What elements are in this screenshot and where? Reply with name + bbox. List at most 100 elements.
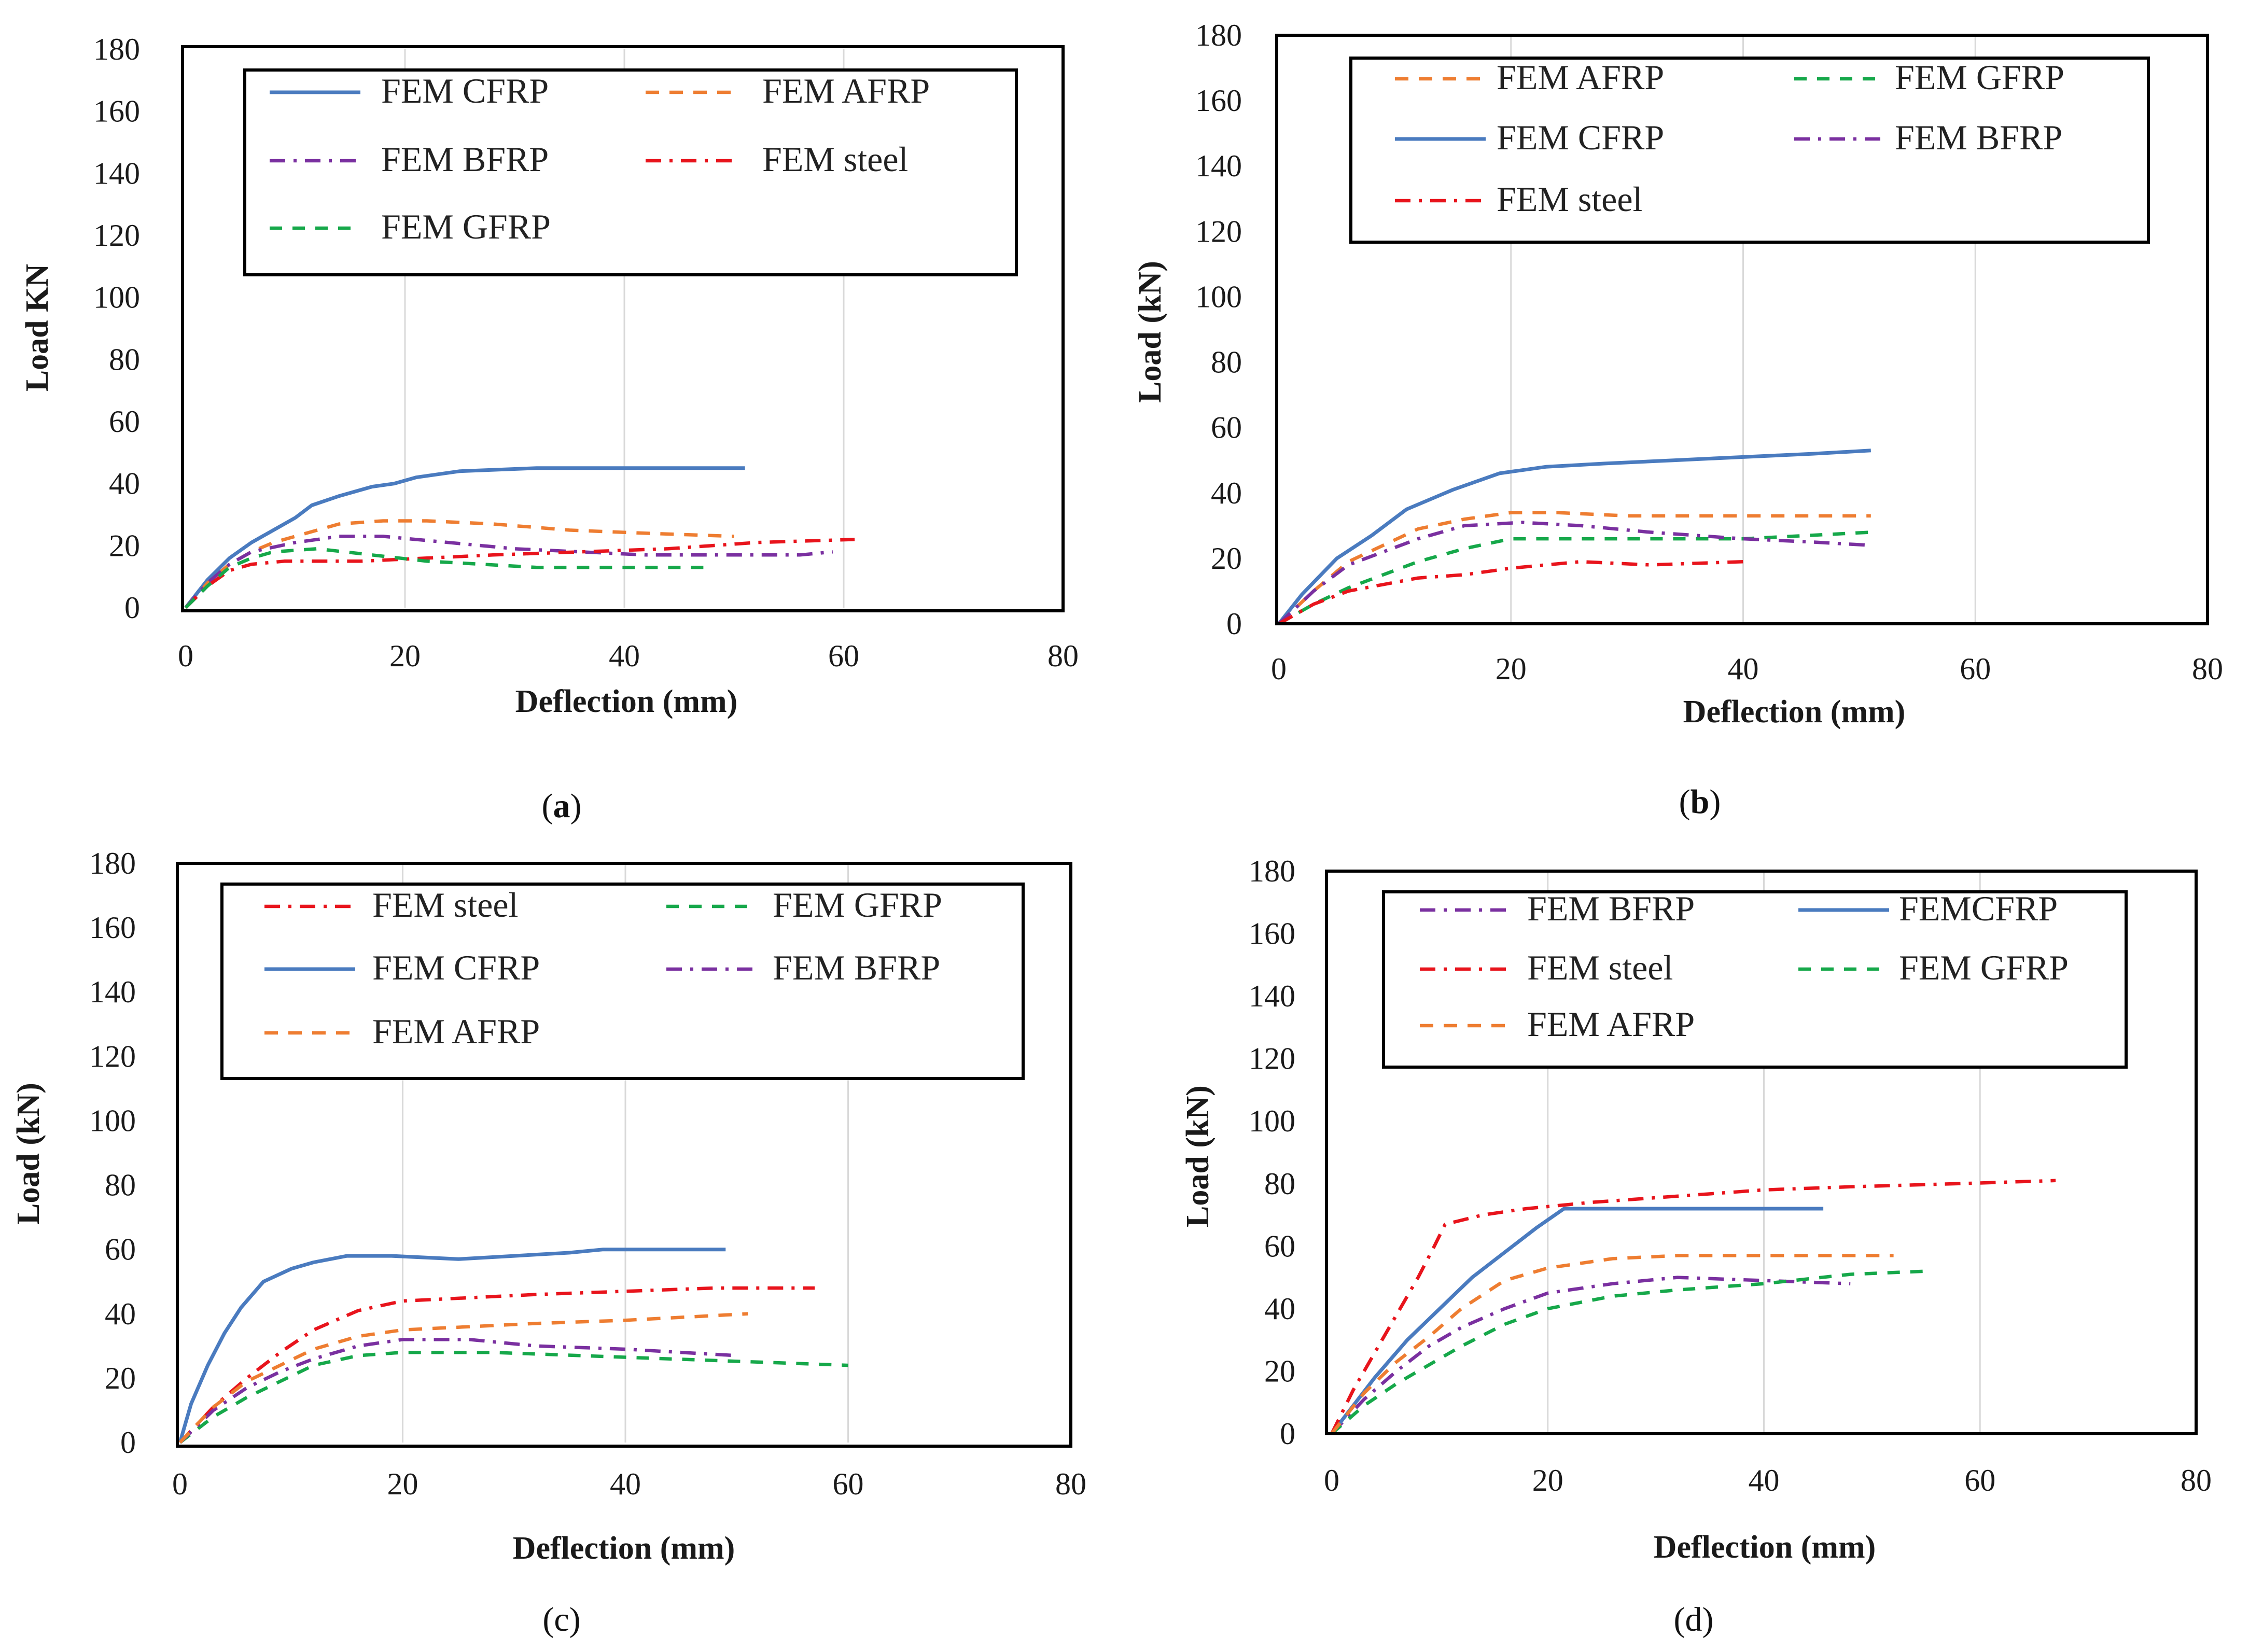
- series-line-cfrp: [184, 466, 745, 609]
- x-tick-label: 0: [178, 639, 193, 673]
- y-tick-label: 0: [1280, 1417, 1295, 1451]
- y-tick-label: 120: [93, 218, 140, 253]
- y-tick-label: 100: [89, 1103, 136, 1138]
- y-tick-label: 100: [1249, 1104, 1295, 1138]
- y-tick-label: 180: [89, 846, 136, 880]
- legend-label: FEM AFRP: [762, 71, 930, 110]
- series-lines: [178, 1248, 848, 1444]
- caption-open: (: [1674, 1601, 1685, 1639]
- x-tick-label: 60: [833, 1467, 864, 1501]
- series-line-bfrp: [1277, 521, 1871, 625]
- y-tick-label: 120: [1249, 1042, 1295, 1076]
- series-line-gfrp: [184, 547, 713, 609]
- series-lines: [1277, 449, 1871, 625]
- panel-a: 0 20 40 60 80 100 120 140 160 180 0 20 40 60 80 Deflect…: [20, 32, 1079, 825]
- x-tick-label: 80: [1055, 1467, 1086, 1501]
- caption-close: ): [569, 1601, 581, 1639]
- y-tick-label: 140: [1195, 149, 1242, 183]
- series-line-afrp: [1330, 1254, 1894, 1435]
- y-tick-label: 180: [1195, 18, 1242, 52]
- series-line-bfrp: [184, 535, 833, 609]
- legend-label: FEM GFRP: [1895, 58, 2064, 97]
- legend: FEM BFRP FEMCFRP FEM steel FEM GFRP FEM AFRP: [1382, 889, 2128, 1069]
- caption-letter: b: [1691, 783, 1710, 821]
- legend-label: FEMCFRP: [1899, 889, 2058, 928]
- y-tick-label: 80: [1211, 345, 1242, 380]
- legend-label: FEM steel: [1497, 179, 1642, 219]
- y-tick-label: 160: [1195, 83, 1242, 118]
- series-lines: [184, 466, 855, 609]
- plot-frame: [181, 45, 1065, 612]
- y-tick-label: 120: [1195, 214, 1242, 248]
- y-tick-label: 60: [1264, 1229, 1295, 1263]
- x-tick-label: 20: [389, 639, 421, 673]
- x-tick-label: 0: [1271, 652, 1287, 686]
- x-axis-title: Deflection (mm): [1654, 1530, 1876, 1565]
- y-tick-label: 160: [89, 911, 136, 945]
- y-tick-label: 20: [1264, 1354, 1295, 1388]
- y-axis-title: Load (kN): [1133, 261, 1168, 403]
- x-tick-label: 20: [1496, 652, 1527, 686]
- x-axis-title: Deflection (mm): [515, 684, 738, 719]
- caption-letter: a: [553, 787, 570, 825]
- series-line-cfrp: [1330, 1207, 1824, 1435]
- series-line-steel: [1330, 1179, 2056, 1435]
- legend-label: FEM GFRP: [381, 207, 551, 246]
- y-tick-label: 40: [1211, 476, 1242, 510]
- x-tick-label: 40: [610, 1467, 641, 1501]
- y-tick-label: 20: [105, 1361, 136, 1395]
- series-line-afrp: [184, 519, 734, 609]
- series-lines: [1330, 1179, 2056, 1435]
- series-line-bfrp: [178, 1338, 737, 1444]
- x-tick-label: 60: [1960, 652, 1991, 686]
- legend: FEM steel FEM GFRP FEM CFRP FEM BFRP FEM AFR…: [220, 883, 1025, 1080]
- legend-label: FEM CFRP: [381, 71, 549, 110]
- y-tick-label: 0: [120, 1425, 136, 1460]
- panel-caption: (b): [1679, 783, 1721, 821]
- panel-b: 0 20 40 60 80 100 120 140 160 180 0 20 40 60 80 Deflect…: [1133, 18, 2223, 821]
- y-tick-label: 0: [124, 591, 140, 625]
- y-tick-label: 100: [93, 281, 140, 315]
- series-line-steel: [184, 538, 855, 609]
- y-tick-label: 80: [109, 342, 140, 376]
- y-tick-label: 160: [1249, 917, 1295, 951]
- y-tick-label: 60: [109, 404, 140, 439]
- plot-frame: [1325, 870, 2198, 1435]
- caption-letter: c: [554, 1601, 569, 1639]
- x-tick-label: 60: [828, 639, 859, 673]
- x-tick-label: 60: [1964, 1463, 1995, 1497]
- y-tick-label: 40: [109, 467, 140, 501]
- y-tick-label: 40: [1264, 1292, 1295, 1326]
- series-line-gfrp: [179, 1350, 848, 1444]
- x-tick-label: 80: [2192, 652, 2223, 686]
- x-tick-label: 80: [2181, 1463, 2212, 1497]
- legend-label: FEM BFRP: [381, 139, 549, 179]
- x-axis-title: Deflection (mm): [513, 1531, 735, 1566]
- y-tick-label: 100: [1195, 279, 1242, 314]
- series-line-cfrp: [178, 1248, 726, 1443]
- x-tick-label: 40: [609, 639, 640, 673]
- y-tick-label: 80: [1264, 1167, 1295, 1201]
- y-tick-label: 140: [93, 156, 140, 190]
- series-line-cfrp: [1277, 449, 1871, 625]
- x-tick-label: 0: [1324, 1463, 1339, 1497]
- plot-frame: [176, 862, 1072, 1448]
- y-tick-label: 180: [1249, 854, 1295, 888]
- legend-label: FEM steel: [372, 885, 518, 925]
- y-tick-label: 140: [89, 975, 136, 1009]
- y-tick-label: 180: [93, 32, 140, 66]
- legend-label: FEM CFRP: [372, 948, 540, 987]
- series-line-afrp: [1277, 511, 1871, 625]
- legend-box: [1349, 57, 2150, 244]
- legend-label: FEM AFRP: [372, 1012, 540, 1051]
- series-line-afrp: [178, 1312, 748, 1444]
- y-axis-title: Load KN: [20, 264, 55, 391]
- legend: FEM CFRP FEM AFRP FEM BFRP FEM steel FEM GFR…: [243, 68, 1018, 276]
- caption-letter: d: [1685, 1601, 1702, 1639]
- series-line-bfrp: [1330, 1276, 1851, 1435]
- caption-open: (: [1679, 783, 1691, 821]
- x-tick-label: 40: [1749, 1463, 1780, 1497]
- x-tick-label: 0: [172, 1467, 188, 1501]
- legend-label: FEM AFRP: [1497, 58, 1664, 97]
